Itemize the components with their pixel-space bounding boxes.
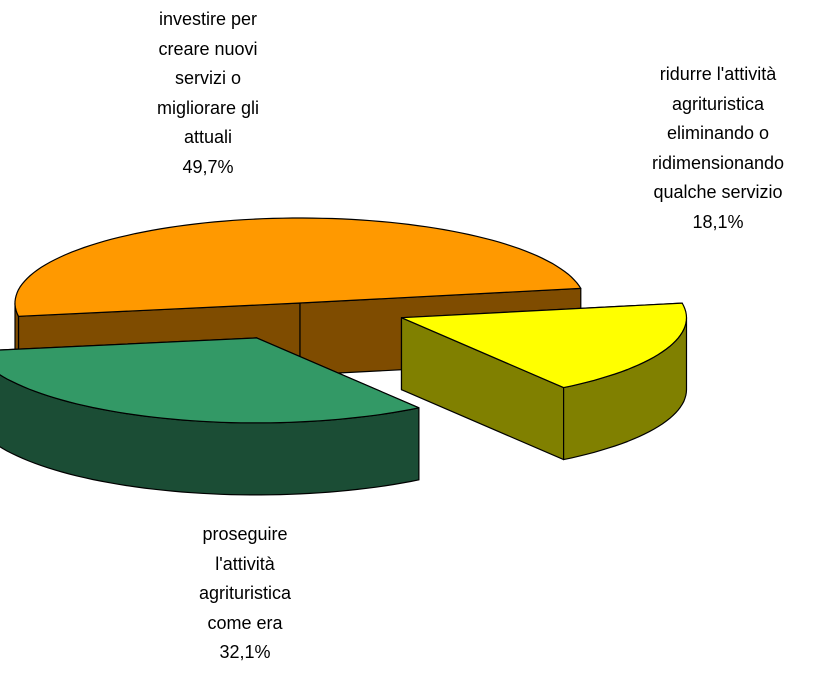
- slice: [400, 302, 688, 389]
- category-label: ridurre l'attività agrituristica elimina…: [651, 64, 785, 202]
- value-label: 49,7%: [182, 156, 234, 177]
- category-label: investire per creare nuovi servizi o mig…: [156, 9, 260, 147]
- category-label: proseguire l'attività agrituristica come…: [198, 524, 292, 633]
- slice: [14, 217, 582, 317]
- value-label: 18,1%: [692, 211, 744, 232]
- slice-label: investire per creare nuovi servizi o mig…: [138, 5, 278, 182]
- slice-label: proseguire l'attività agrituristica come…: [180, 520, 310, 668]
- slice-label: ridurre l'attività agrituristica elimina…: [628, 60, 808, 237]
- slice: [0, 337, 420, 424]
- value-label: 32,1%: [219, 642, 271, 662]
